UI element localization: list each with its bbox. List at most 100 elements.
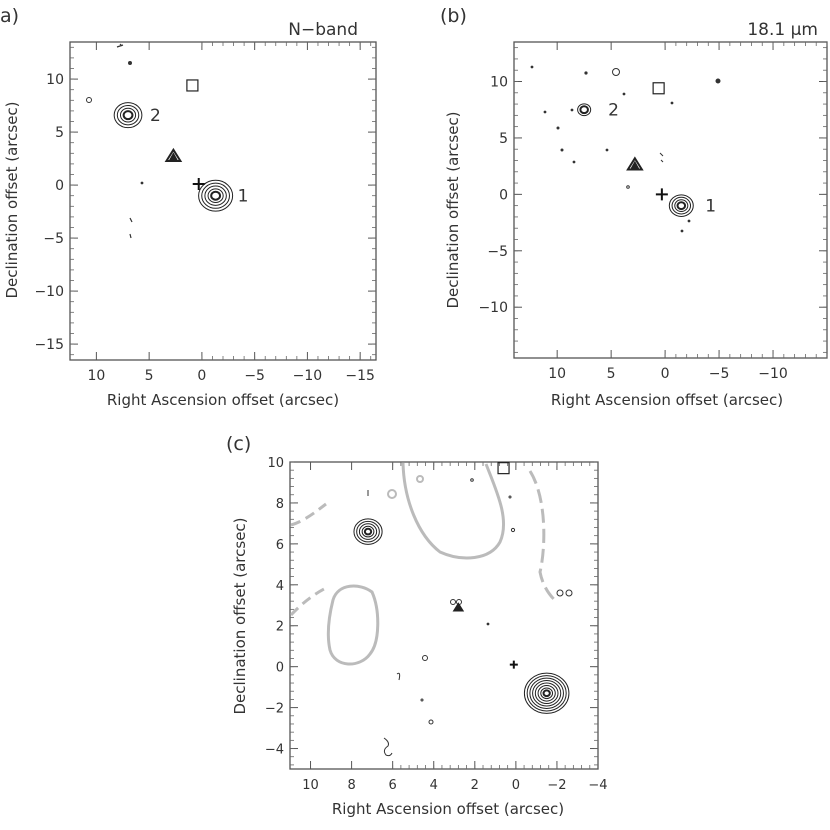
y-tick-label: −4 xyxy=(265,743,284,758)
source-contour xyxy=(113,102,143,129)
contour-level xyxy=(198,179,234,212)
panel-a-y-axis-label: Declination offset (arcsec) xyxy=(3,101,21,298)
y-tick-label: −10 xyxy=(34,284,64,300)
panel-a-x-axis-label: Right Ascension offset (arcsec) xyxy=(107,391,339,409)
panel-a-marks: 12 xyxy=(86,43,249,239)
square-marker xyxy=(652,82,665,95)
y-tick-label: 10 xyxy=(490,75,508,91)
contour-level xyxy=(119,107,137,123)
x-tick-label: 10 xyxy=(87,368,105,384)
contour-level xyxy=(113,102,143,129)
triangle-marker xyxy=(452,602,465,612)
contour-level xyxy=(116,104,140,126)
contour-level xyxy=(363,527,373,536)
triangle-marker-core xyxy=(455,605,462,611)
y-tick-label: 0 xyxy=(276,661,284,676)
source-label: 1 xyxy=(705,197,716,217)
contour-level xyxy=(542,689,551,698)
contour-level xyxy=(523,672,570,714)
panel-c-noise-specks xyxy=(367,478,573,757)
panel-b: (b) 18.1 μm Right Ascension offset (arcs… xyxy=(440,5,828,409)
x-tick-label: 0 xyxy=(197,368,206,384)
source-contour xyxy=(668,194,694,217)
contour-level xyxy=(532,680,562,707)
panel-b-x-axis-label: Right Ascension offset (arcsec) xyxy=(551,391,783,409)
y-tick-label: −15 xyxy=(34,337,64,353)
panel-b-noise-specks xyxy=(530,65,721,233)
panel-c: (c) Right Ascension offset (arcsec) Decl… xyxy=(226,433,608,818)
contour-level xyxy=(674,199,689,213)
contour-level xyxy=(122,110,134,121)
panel-c-y-axis-label: Declination offset (arcsec) xyxy=(231,517,249,714)
contour-level xyxy=(526,675,567,712)
panel-c-plot-frame xyxy=(289,461,599,770)
y-tick-label: 4 xyxy=(276,579,284,594)
source-contour xyxy=(577,103,592,117)
y-tick-label: 5 xyxy=(55,125,64,141)
x-tick-label: 2 xyxy=(471,778,479,793)
y-tick-label: −2 xyxy=(265,702,284,717)
triangle-marker xyxy=(626,156,644,171)
cross-marker xyxy=(655,188,668,201)
panel-c-label: (c) xyxy=(226,433,251,455)
contour-level xyxy=(529,677,564,709)
panel-a: a) N−band Right Ascension offset (arcsec… xyxy=(0,5,377,409)
panel-a-noise-specks xyxy=(86,43,144,239)
y-tick-label: 5 xyxy=(499,131,508,147)
contour-level xyxy=(361,525,375,538)
contour-level xyxy=(579,105,589,115)
contour-level xyxy=(668,194,694,217)
x-tick-label: −4 xyxy=(588,778,607,793)
square-marker xyxy=(186,79,199,92)
y-tick-label: 2 xyxy=(276,620,284,635)
x-tick-label: −5 xyxy=(709,366,730,382)
y-tick-label: −10 xyxy=(478,300,508,316)
panel-b-label: (b) xyxy=(440,5,467,27)
y-tick-label: 10 xyxy=(267,456,284,471)
x-tick-label: 5 xyxy=(145,368,154,384)
panel-b-y-axis-label: Declination offset (arcsec) xyxy=(444,111,462,308)
panel-b-ticks: 10 5 0 −5 −10 10 5 0 −5 −10 xyxy=(478,42,828,382)
y-tick-label: −5 xyxy=(487,244,508,260)
overlay-contour-ridge xyxy=(401,462,505,560)
overlay-contour-left-arc xyxy=(289,502,327,617)
panel-c-ticks: 10 8 6 4 2 0 −2 −4 10 8 6 4 2 0 −2 −4 xyxy=(265,456,608,793)
contour-level xyxy=(577,103,592,117)
x-tick-label: 0 xyxy=(512,778,520,793)
overlay-contour-blob xyxy=(387,489,397,499)
contour-level xyxy=(540,687,554,700)
triangle-marker-core xyxy=(169,152,178,161)
source-label: 1 xyxy=(238,187,249,207)
panel-a-band-label: N−band xyxy=(288,20,358,40)
x-tick-label: 6 xyxy=(389,778,397,793)
contour-level xyxy=(201,182,230,209)
x-tick-label: −10 xyxy=(758,366,788,382)
panel-b-band-label: 18.1 μm xyxy=(747,20,818,40)
contour-level xyxy=(676,201,687,211)
source-contour xyxy=(353,518,383,545)
cross-marker xyxy=(192,178,205,191)
x-tick-label: 10 xyxy=(302,778,319,793)
x-tick-label: −15 xyxy=(345,368,375,384)
panel-c-overlay-contours xyxy=(289,462,558,666)
x-tick-label: −10 xyxy=(293,368,323,384)
panel-b-plot-frame xyxy=(513,41,828,359)
x-tick-label: −5 xyxy=(244,368,265,384)
source-contour xyxy=(523,672,570,714)
source-label: 2 xyxy=(150,106,161,126)
panel-c-marks xyxy=(353,462,573,757)
source-contour xyxy=(198,179,234,212)
panel-c-x-axis-label: Right Ascension offset (arcsec) xyxy=(332,800,564,818)
x-tick-label: 4 xyxy=(430,778,438,793)
x-tick-label: 8 xyxy=(347,778,355,793)
contour-level xyxy=(534,682,559,705)
contour-level xyxy=(356,520,380,543)
contour-level xyxy=(210,190,222,201)
contour-level xyxy=(537,684,556,702)
contour-level xyxy=(353,518,383,545)
y-tick-label: 6 xyxy=(276,538,284,553)
y-tick-label: 0 xyxy=(55,178,64,194)
y-tick-label: 10 xyxy=(46,72,64,88)
triangle-marker-core xyxy=(630,160,640,169)
